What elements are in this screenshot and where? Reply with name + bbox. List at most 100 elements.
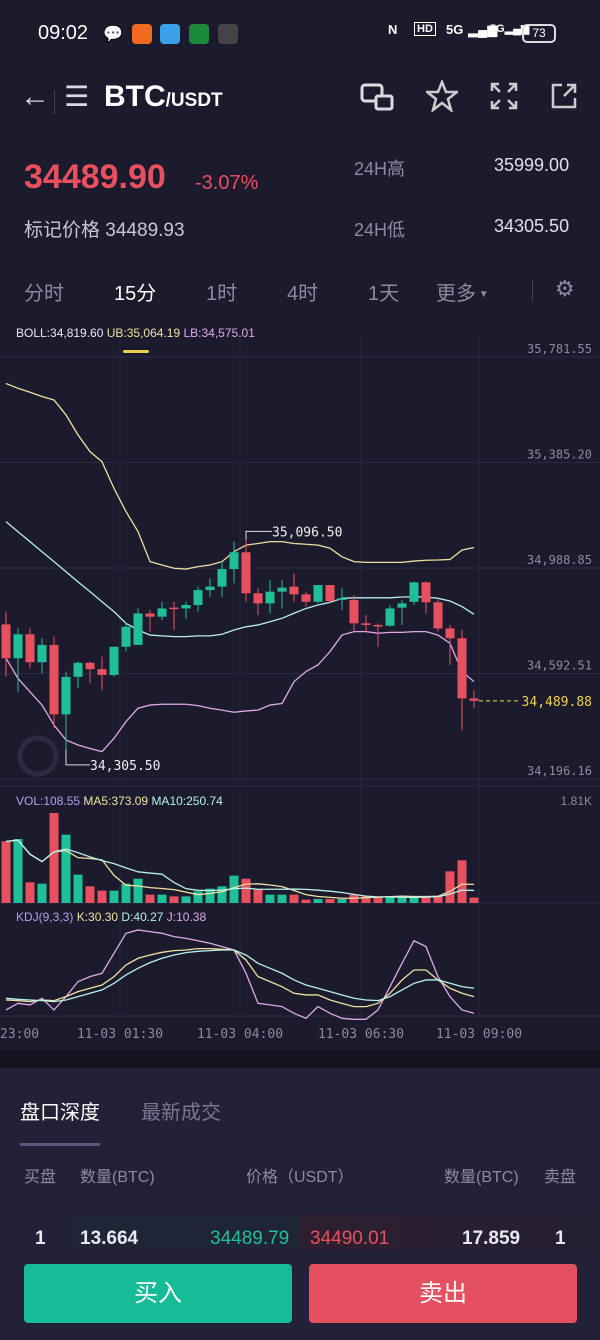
volume-bar <box>85 886 95 903</box>
volume-bar <box>265 894 275 903</box>
signal-icon: 5G <box>446 22 464 37</box>
candle-body <box>181 604 191 609</box>
tab-1h[interactable]: 1时 <box>206 283 238 305</box>
volume-bar <box>1 841 11 903</box>
candle-body <box>301 594 311 602</box>
volume-bar <box>37 883 47 903</box>
tab-1d[interactable]: 1天 <box>368 283 400 305</box>
volume-bar <box>229 875 239 903</box>
legend-item: LB:34,575.01 <box>183 326 255 340</box>
tab-more[interactable]: 更多 ▼ <box>436 277 489 306</box>
change-percent: -3.07% <box>195 172 259 194</box>
high-marker-line <box>245 530 272 540</box>
status-time: 09:02 <box>38 22 89 44</box>
legend-item: D:40.27 <box>121 910 166 924</box>
switch-view-icon[interactable] <box>360 82 394 112</box>
battery-icon: 73 <box>522 24 556 43</box>
base-symbol: BTC <box>104 80 166 113</box>
x-tick-label: 11-03 01:30 <box>77 1027 163 1042</box>
candle-body <box>109 646 119 675</box>
high-24h-value: 35999.00 <box>494 155 570 175</box>
volume-bar <box>97 890 107 903</box>
candle-body <box>349 599 359 624</box>
boll-upper-line <box>5 382 475 570</box>
volume-bar <box>25 882 35 903</box>
pair-title[interactable]: BTC/USDT <box>104 80 223 114</box>
legend-item: UB:35,064.19 <box>107 326 184 340</box>
legend-item: KDJ(9,3,3) <box>16 910 77 924</box>
volume-bar <box>109 890 119 903</box>
settings-gear-icon[interactable]: ⚙ <box>555 276 575 301</box>
candle-body <box>457 638 467 699</box>
fullscreen-icon[interactable] <box>490 82 518 110</box>
candle-body <box>145 613 155 617</box>
candle-body <box>469 698 479 701</box>
volume-bar <box>13 839 23 903</box>
x-tick-label: 11-03 06:30 <box>318 1027 404 1042</box>
kdj-d-line <box>5 949 475 1003</box>
tab-more-label: 更多 <box>436 283 476 305</box>
volume-bar <box>433 896 443 903</box>
volume-bar <box>409 896 419 903</box>
boll-legend: BOLL:34,819.60 UB:35,064.19 LB:34,575.01 <box>16 326 255 340</box>
boll-middle-line <box>5 521 475 638</box>
bid-price: 34489.79 <box>210 1228 290 1249</box>
volume-bar <box>241 878 251 903</box>
high-marker-label: 35,096.50 <box>272 525 342 540</box>
tab-latest-trades[interactable]: 最新成交 <box>141 1102 221 1124</box>
tab-depth[interactable]: 盘口深度 <box>20 1102 100 1124</box>
candle-body <box>169 607 179 610</box>
tab-15min[interactable]: 15分 <box>114 283 157 305</box>
share-icon[interactable] <box>550 82 578 110</box>
boll-lower-line <box>5 630 475 753</box>
volume-bar <box>469 897 479 903</box>
candle-body <box>373 624 383 627</box>
volume-bar <box>145 894 155 903</box>
x-tick-label: 23:00 <box>0 1027 39 1042</box>
volume-bar <box>457 860 467 903</box>
volume-bar <box>205 888 215 903</box>
volume-legend: VOL:108.55 MA5:373.09 MA10:250.74 <box>16 794 223 808</box>
ask-qty-header: 数量(BTC) <box>444 1169 519 1186</box>
menu-icon[interactable]: ☰ <box>64 81 90 112</box>
wechat-icon: 💬 <box>103 26 123 43</box>
buy-button[interactable]: 买入 <box>24 1264 292 1323</box>
tab-time-sharing[interactable]: 分时 <box>24 283 64 305</box>
candle-body <box>289 586 299 595</box>
volume-bar <box>361 896 371 903</box>
star-icon[interactable] <box>426 80 458 112</box>
legend-item: MA5:373.09 <box>83 794 151 808</box>
ask-index: 1 <box>555 1228 566 1249</box>
legend-item: K:30.30 <box>77 910 122 924</box>
back-arrow-icon[interactable]: ← <box>20 80 50 113</box>
volume-bar <box>61 834 71 903</box>
volume-bar <box>253 889 263 903</box>
tab-4h[interactable]: 4时 <box>287 283 319 305</box>
volume-bar <box>385 896 395 903</box>
nfc-icon: N <box>388 22 398 37</box>
price-header: 价格（USDT） <box>246 1169 354 1186</box>
kdj-k-line <box>5 947 475 1008</box>
candle-body <box>61 676 71 715</box>
watermark-logo <box>17 735 59 777</box>
mark-price-value: 34489.93 <box>105 220 185 241</box>
bid-qty-header: 数量(BTC) <box>80 1169 155 1186</box>
hd-icon: HD <box>414 22 436 36</box>
status-bar: 09:02 💬 N HD 5G ▂▄▆ 5G▂▄▆ 73 <box>0 0 600 70</box>
kline-chart[interactable]: 35,781.55 35,385.20 34,988.85 34,592.51 34,1… <box>0 316 600 1056</box>
candle-body <box>121 626 131 647</box>
app-icon <box>132 24 152 44</box>
telegram-icon <box>160 24 180 44</box>
candle-body <box>13 634 23 659</box>
candle-body <box>361 623 371 625</box>
candle-body <box>433 602 443 629</box>
sell-button[interactable]: 卖出 <box>309 1264 577 1323</box>
bid-depth-bar <box>70 1214 300 1254</box>
legend-item: J:10.38 <box>167 910 207 924</box>
volume-bar <box>157 894 167 903</box>
volume-bar <box>193 891 203 903</box>
volume-bar <box>169 896 179 903</box>
divider <box>54 90 55 114</box>
candle-body <box>253 593 263 604</box>
y-tick-label: 34,592.51 <box>527 659 592 673</box>
